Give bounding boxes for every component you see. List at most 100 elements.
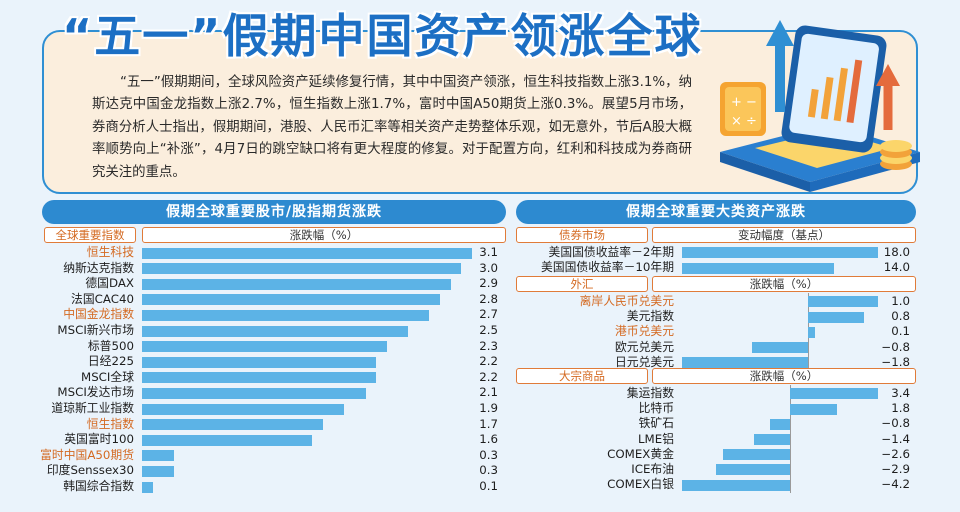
asset-bar [682,247,878,259]
asset-group-header: 债券市场 [516,227,648,243]
stock-bar [142,247,472,259]
stock-label: 印度Senssex30 [46,463,134,478]
asset-value-label: 18.0 [883,245,910,259]
stock-bar [142,481,153,493]
stock-label: 英国富时100 [64,432,134,447]
asset-value-label: 3.4 [891,386,910,400]
stock-bar [142,325,409,337]
stock-value-label: 2.3 [479,338,498,353]
stock-value-label: 3.1 [479,245,498,259]
stock-label: 日经225 [87,354,134,369]
asset-bar [715,464,791,476]
asset-value-label: −4.2 [881,477,910,492]
asset-label: 港币兑美元 [615,324,674,339]
asset-value-header: 涨跌幅（%） [652,276,916,292]
stock-bar [142,341,387,353]
stock-bar [142,387,366,399]
stock-bar [142,403,345,415]
stock-label: 恒生科技 [86,245,134,259]
asset-label: 离岸人民币兑美元 [579,294,674,308]
stock-value-label: 3.0 [479,260,498,275]
asset-bar [808,326,815,338]
asset-label: 比特币 [638,401,674,416]
asset-value-label: 14.0 [883,260,910,275]
asset-group-header: 外汇 [516,276,648,292]
stock-bar [142,294,441,306]
asset-label: 日元兑美元 [615,354,674,369]
asset-value-label: −0.8 [881,416,910,431]
asset-label: 铁矿石 [638,416,674,431]
asset-label: 欧元兑美元 [615,339,674,354]
stock-label: 德国DAX [85,276,134,291]
svg-text:+ −: + − [731,95,757,110]
asset-value-header: 变动幅度（基点） [652,227,916,243]
stock-bar [142,419,323,431]
stock-value-label: 2.2 [479,354,498,369]
asset-bar [723,449,791,461]
stock-bar [142,356,377,368]
stock-label: 恒生指数 [86,416,134,431]
asset-value-label: 0.1 [891,324,910,339]
stock-value-label: 2.8 [479,291,498,306]
asset-value-label: −2.9 [881,462,910,476]
stock-label: 中国金龙指数 [63,307,134,322]
asset-value-label: −1.4 [881,431,910,446]
summary-body: “五一”假期期间，全球风险资产延续修复行情，其中中国资产领涨，恒生科技指数上涨3… [92,75,692,180]
svg-text:× ÷: × ÷ [731,114,757,129]
asset-bar [769,418,791,430]
stock-value-header: 涨跌幅（%） [142,227,506,243]
stock-label: 韩国综合指数 [63,479,134,493]
stock-value-label: 2.5 [479,323,498,337]
asset-value-header: 涨跌幅（%） [652,368,916,384]
page-title: “五一”假期中国资产领涨全球 [62,9,703,63]
asset-bar [752,341,808,353]
asset-bar [790,403,837,415]
stock-value-label: 1.6 [479,432,498,447]
asset-group-header: 大宗商品 [516,368,648,384]
asset-bar [682,262,835,274]
stock-value-label: 1.7 [479,416,498,431]
asset-label: ICE布油 [631,462,674,476]
asset-value-label: −1.8 [881,354,910,369]
asset-label: COMEX白银 [607,477,674,492]
asset-value-label: 1.8 [891,401,910,416]
asset-bar [754,433,791,445]
stock-value-label: 2.9 [479,276,498,291]
stock-label: MSCI发达市场 [57,385,134,400]
stock-label: 标普500 [87,338,134,353]
stock-label: MSCI新兴市场 [57,323,134,337]
asset-value-label: 1.0 [891,294,910,308]
asset-zero-line [790,385,792,494]
stock-bar [142,434,313,446]
asset-label: COMEX黄金 [607,446,674,461]
summary-panel [42,30,918,194]
asset-label: 美国国债收益率－2年期 [548,245,674,259]
stock-category-header: 全球重要指数 [44,227,136,243]
stock-value-label: 0.1 [479,479,498,493]
stock-bar [142,278,451,290]
asset-value-label: −0.8 [881,339,910,354]
asset-bar [682,479,791,491]
asset-bar [790,388,878,400]
stock-bar [142,450,174,462]
stock-label: 富时中国A50期货 [40,447,134,462]
stock-value-label: 2.1 [479,385,498,400]
stock-value-label: 0.3 [479,463,498,478]
stock-label: 纳斯达克指数 [63,260,134,275]
asset-section-title: 假期全球重要大类资产涨跌 [516,200,916,224]
stock-bar [142,372,377,384]
stock-label: 法国CAC40 [71,291,134,306]
asset-label: 集运指数 [626,386,674,400]
stock-bar [142,263,462,275]
stock-value-label: 1.9 [479,401,498,415]
finance-illustration: + − × ÷ [720,20,920,192]
stock-label: MSCI全球 [81,369,134,384]
stock-value-label: 2.7 [479,307,498,322]
summary-text: “五一”假期期间，全球风险资产延续修复行情，其中中国资产领涨，恒生科技指数上涨3… [92,72,692,184]
asset-label: LME铝 [637,431,674,446]
asset-bar [682,357,808,369]
stock-section-title: 假期全球重要股市/股指期货涨跌 [42,200,506,224]
asset-bar [808,311,864,323]
stock-value-label: 0.3 [479,447,498,462]
stock-value-label: 2.2 [479,369,498,384]
